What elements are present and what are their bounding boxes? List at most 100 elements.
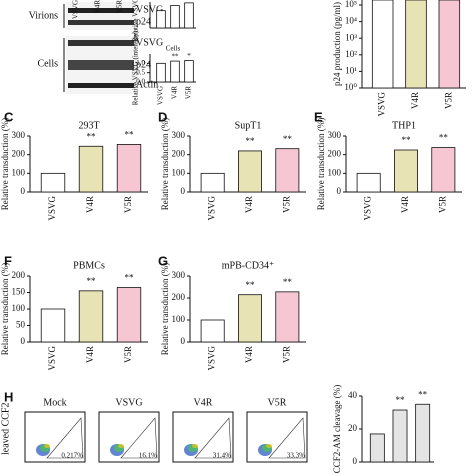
significance: ** bbox=[402, 135, 412, 145]
blot-label: Virions bbox=[29, 10, 59, 21]
panel-letter: F bbox=[4, 253, 12, 268]
y-tick-label: 0 bbox=[181, 336, 186, 346]
x-tick-label: VSVG bbox=[47, 196, 57, 221]
chart: Relative VSVG (in bbox=[132, 0, 196, 42]
blot-bg bbox=[66, 2, 138, 30]
bar bbox=[116, 143, 142, 193]
panel-letter: E bbox=[314, 109, 323, 124]
chart-title: Cells bbox=[166, 45, 181, 53]
cells bbox=[44, 444, 50, 448]
lane-label: VSVG bbox=[72, 0, 80, 19]
chart-title: 293T bbox=[78, 120, 99, 131]
bar bbox=[170, 5, 180, 29]
bar bbox=[78, 290, 104, 343]
y-tick-label: 300 bbox=[12, 130, 26, 140]
y-tick-label: 10³ bbox=[345, 32, 357, 42]
bar bbox=[392, 409, 408, 463]
y-tick-label: 200 bbox=[12, 149, 26, 159]
y-tick-label: 300 bbox=[328, 130, 342, 140]
y-tick-label: 20 bbox=[348, 423, 358, 433]
x-tick-label: V4R bbox=[410, 92, 420, 109]
y-tick-label: 1.0 bbox=[136, 59, 145, 67]
significance: * bbox=[187, 52, 191, 60]
cells bbox=[118, 444, 124, 448]
y-tick-label: 200 bbox=[12, 270, 26, 280]
bar bbox=[371, 0, 394, 89]
band-label: p24 bbox=[136, 59, 151, 70]
y-tick-label: 100 bbox=[12, 303, 26, 313]
y-axis-label: Relative transduction (%) bbox=[0, 118, 10, 210]
y-axis-label: Relative VSVG (in bbox=[132, 0, 140, 42]
bar bbox=[405, 0, 427, 89]
band-label: VSVG bbox=[136, 37, 163, 48]
y-tick-label: 10² bbox=[345, 49, 357, 59]
significance: ** bbox=[125, 273, 135, 283]
y-tick-label: 200 bbox=[172, 149, 186, 159]
x-tick-label: VSVG bbox=[363, 196, 373, 221]
significance: ** bbox=[396, 395, 406, 405]
y-tick-label: 100 bbox=[172, 314, 186, 324]
flow-percent: 0.217% bbox=[61, 452, 83, 460]
band bbox=[68, 8, 134, 13]
significance: ** bbox=[125, 129, 135, 139]
bar bbox=[78, 145, 104, 193]
y-axis-label: Relative transduction (%) bbox=[160, 263, 170, 355]
flow-title: Mock bbox=[43, 397, 66, 408]
band bbox=[68, 83, 134, 88]
lane-label: V5R bbox=[116, 0, 124, 13]
flow-box bbox=[24, 411, 86, 463]
y-tick-label: 0 bbox=[21, 186, 26, 196]
flow-percent: 31.4% bbox=[213, 452, 231, 460]
y-tick-label: 100 bbox=[172, 167, 186, 177]
y-tick-label: 300 bbox=[172, 130, 186, 140]
panel-letter: D bbox=[158, 109, 167, 124]
bar bbox=[275, 148, 300, 193]
bar bbox=[200, 172, 225, 193]
bar bbox=[275, 291, 300, 343]
bar bbox=[369, 433, 385, 463]
y-axis-label: Relative VSVG (intensity) bbox=[132, 30, 140, 105]
flow: leaved CCF2 bbox=[0, 403, 308, 463]
gate bbox=[46, 417, 84, 459]
y-tick-label: 0.0 bbox=[136, 78, 145, 86]
y-tick-label: 50 bbox=[16, 320, 26, 330]
y-tick-label: 0.5 bbox=[136, 68, 145, 76]
bar bbox=[356, 172, 381, 193]
cells bbox=[192, 444, 198, 448]
panel-letter: H bbox=[4, 389, 13, 404]
x-tick-label: V5R bbox=[185, 86, 193, 100]
significance: ** bbox=[87, 131, 97, 141]
bar bbox=[238, 294, 262, 343]
x-tick-label: VSVG bbox=[157, 86, 165, 105]
y-tick-label: 200 bbox=[172, 292, 186, 302]
flow-title: VSVG bbox=[115, 397, 142, 408]
bar bbox=[40, 172, 66, 193]
y-axis-label: p24 production (pg/ml) bbox=[332, 2, 342, 86]
significance: ** bbox=[87, 276, 97, 286]
flow-ylabel: leaved CCF2 bbox=[0, 403, 11, 456]
band-label: p24 bbox=[136, 16, 151, 27]
flow-percent: 33.3% bbox=[287, 452, 305, 460]
flow-percent: 16.1% bbox=[139, 452, 157, 460]
flow-box bbox=[98, 411, 160, 463]
bar bbox=[184, 60, 194, 83]
bar bbox=[156, 10, 166, 29]
band bbox=[68, 40, 134, 46]
flow-box bbox=[172, 411, 234, 463]
significance: ** bbox=[246, 280, 256, 290]
x-tick-label: V4R bbox=[400, 196, 410, 213]
y-tick-label: 100 bbox=[328, 167, 342, 177]
significance: ** bbox=[418, 389, 428, 399]
chart-title: mPB-CD34⁺ bbox=[222, 260, 275, 271]
x-tick-label: VSVG bbox=[377, 92, 387, 117]
chart-title: THP1 bbox=[392, 120, 416, 131]
x-tick-label: V5R bbox=[281, 196, 291, 213]
y-tick-label: 0 bbox=[21, 336, 26, 346]
gate bbox=[268, 417, 306, 459]
chart: 0 20 40 CCF2-AM cleavage (%) ** ** bbox=[332, 385, 434, 473]
